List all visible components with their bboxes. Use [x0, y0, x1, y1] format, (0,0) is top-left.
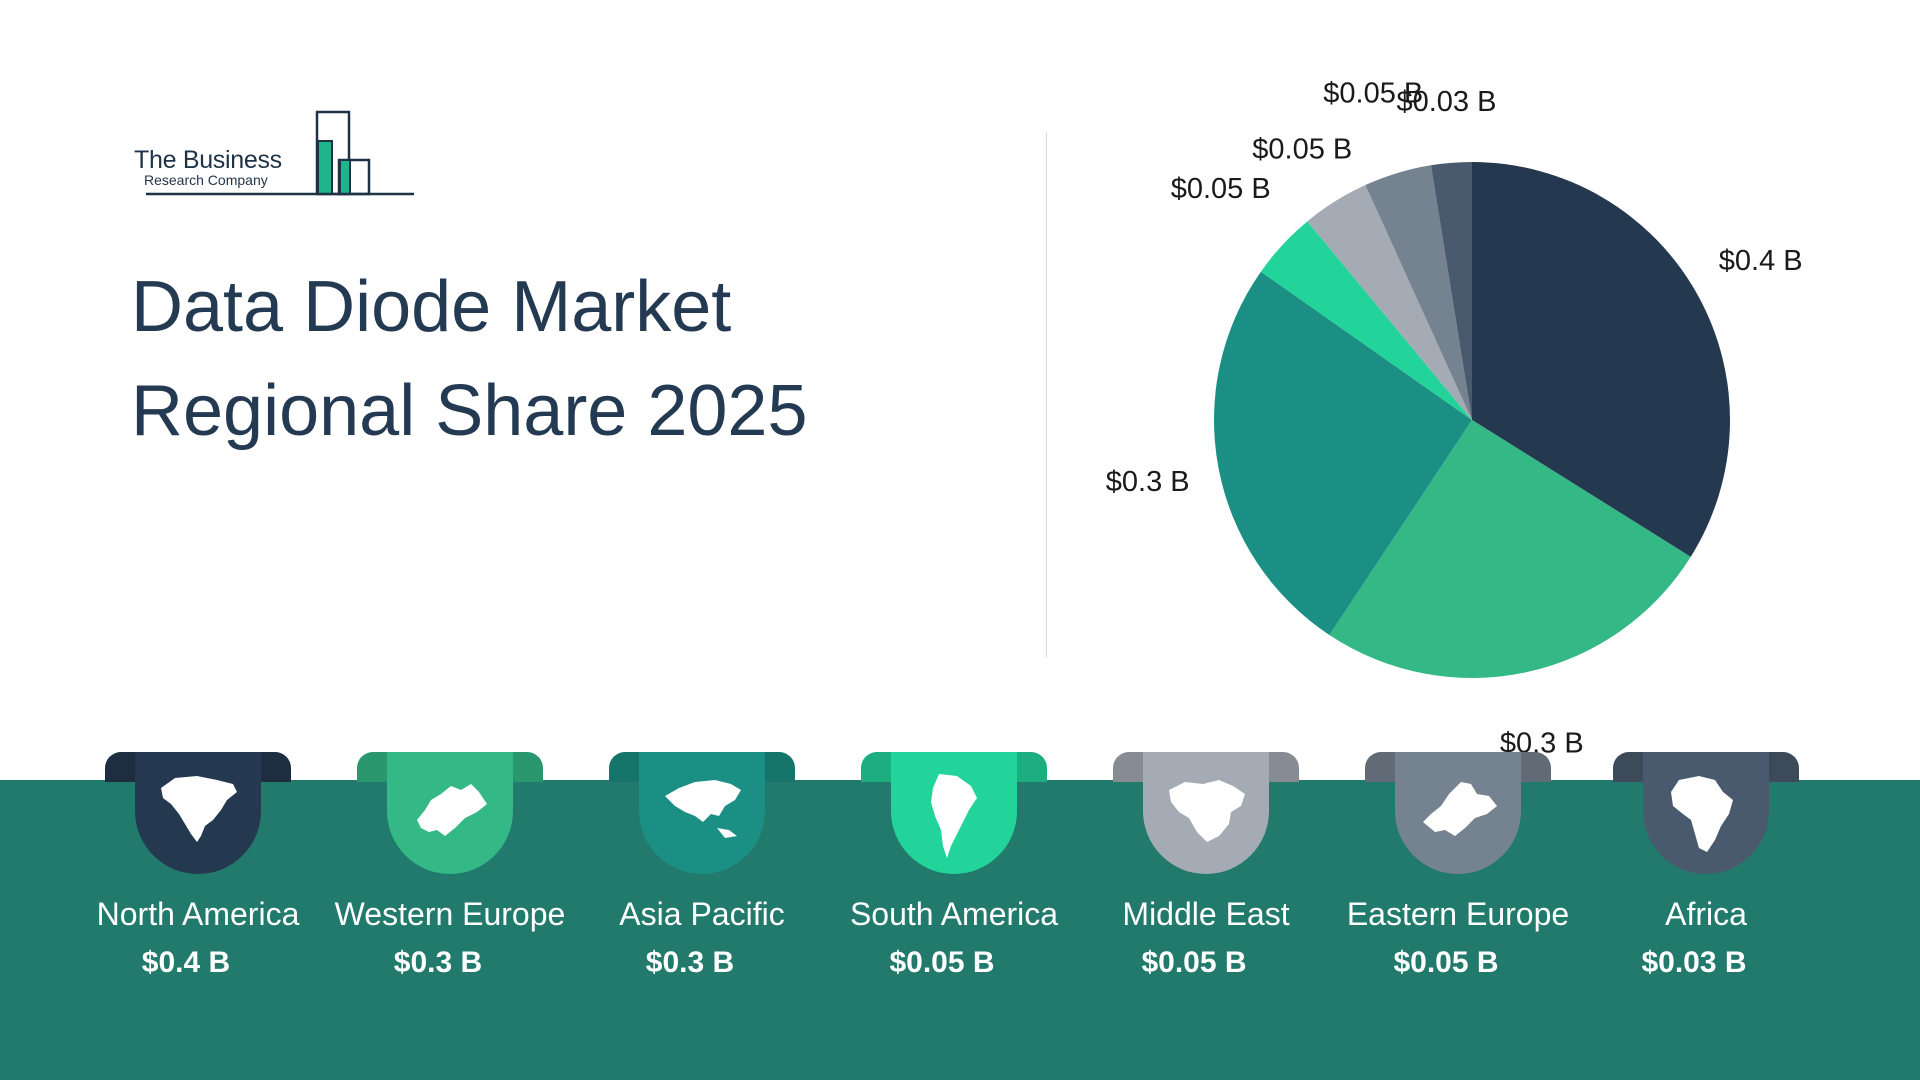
logo-name: The Business — [134, 146, 282, 174]
logo-buildings-icon — [146, 110, 414, 196]
pie-label-north-america: $0.4 B — [1719, 245, 1803, 277]
pie-label-eastern-europe: $0.05 B — [1323, 78, 1423, 110]
region-tab-asia-pacific — [609, 752, 795, 876]
middle-east-map-icon — [1169, 780, 1245, 842]
pie-slice-asia-pacific — [1213, 271, 1472, 635]
pie-slice-middle-east — [1307, 185, 1472, 420]
north-america-map-icon — [161, 776, 237, 842]
pie-label-south-america: $0.05 B — [1171, 173, 1271, 205]
region-value: $0.05 B — [1393, 946, 1499, 979]
region-tab-western-europe — [357, 752, 543, 876]
region-name: Eastern Europe — [1346, 896, 1570, 932]
region-value: $0.03 B — [1641, 946, 1747, 979]
africa-map-icon — [1671, 776, 1733, 852]
region-name: Africa — [1665, 896, 1747, 932]
region-tab-south-america — [861, 752, 1047, 876]
region-tab-eastern-europe — [1365, 752, 1551, 876]
pie-slice-africa — [1430, 162, 1472, 420]
region-name: North America — [96, 896, 300, 932]
region-tab-middle-east — [1113, 752, 1299, 876]
region-name: Asia Pacific — [619, 896, 785, 932]
region-tab-africa — [1613, 752, 1799, 876]
pie-label-middle-east: $0.05 B — [1252, 134, 1352, 166]
eastern-europe-map-icon — [1423, 782, 1497, 836]
pie-label-asia-pacific: $0.3 B — [1106, 466, 1190, 498]
region-value: $0.3 B — [393, 946, 483, 979]
region-value: $0.05 B — [889, 946, 995, 979]
title-line-1: Data Diode Market — [131, 267, 732, 347]
region-name: South America — [849, 896, 1059, 932]
pie-slice-western-europe — [1329, 420, 1691, 679]
page-title: Data Diode Market Regional Share 2025 — [131, 255, 808, 463]
logo-subname: Research Company — [144, 172, 268, 188]
vertical-divider — [1046, 132, 1047, 658]
company-logo: The Business Research Company — [134, 108, 420, 198]
pie-chart: $0.4 B$0.3 B$0.3 B$0.05 B$0.05 B$0.05 B$… — [1106, 78, 1803, 760]
pie-slice-north-america — [1472, 162, 1730, 557]
pie-label-africa: $0.03 B — [1396, 86, 1496, 118]
title-line-2: Regional Share 2025 — [131, 371, 808, 451]
south-america-map-icon — [931, 774, 977, 858]
region-name: Western Europe — [334, 896, 566, 932]
region-name: Middle East — [1122, 896, 1290, 932]
asia-pacific-map-icon — [665, 780, 741, 838]
pie-slice-south-america — [1260, 221, 1472, 420]
region-tab-north-america — [105, 752, 291, 876]
region-value: $0.4 B — [141, 946, 231, 979]
western-europe-map-icon — [417, 784, 487, 836]
pie-slice-eastern-europe — [1365, 165, 1472, 420]
region-value: $0.3 B — [645, 946, 735, 979]
region-value: $0.05 B — [1141, 946, 1247, 979]
